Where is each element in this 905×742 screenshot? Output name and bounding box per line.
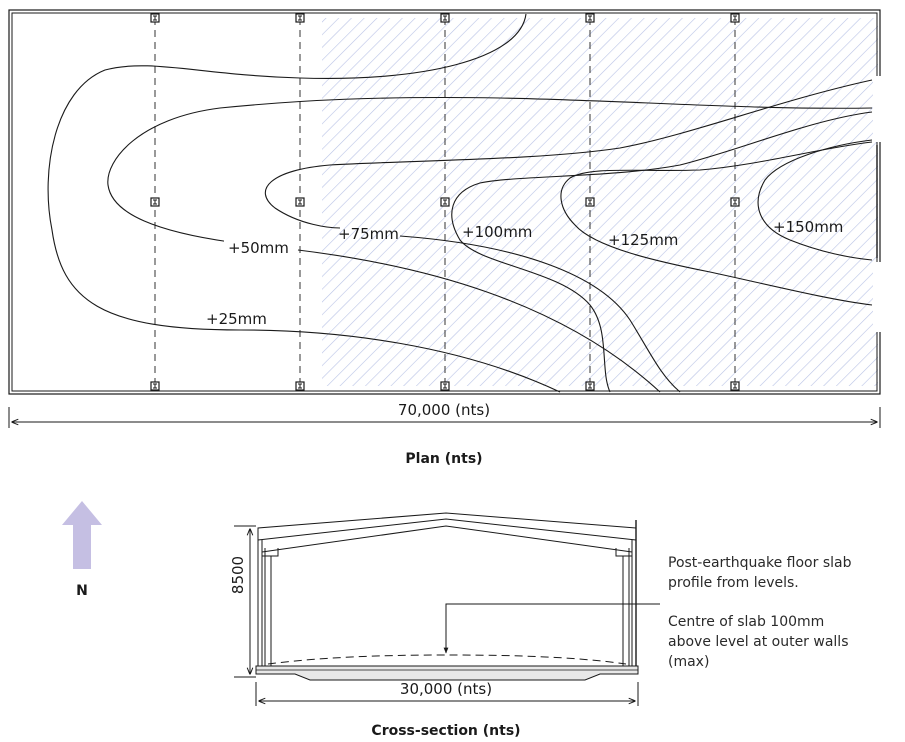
plan-length-label: 70,000 (nts)	[398, 401, 490, 419]
column-section-icon	[153, 199, 157, 205]
note-line-1: Post-earthquake floor slab	[668, 555, 852, 571]
plan-length-dimension	[8, 407, 881, 428]
north-arrow-icon	[62, 501, 102, 569]
deformed-slab-profile	[267, 654, 627, 665]
column-section-icon	[298, 383, 302, 389]
column-section-icon	[588, 15, 592, 21]
plan-caption: Plan (nts)	[405, 451, 482, 467]
column-section-icon	[733, 15, 737, 21]
column-section-icon	[443, 383, 447, 389]
column-section-icon	[298, 199, 302, 205]
column-section-icon	[588, 199, 592, 205]
note-line-3: Centre of slab 100mm	[668, 614, 824, 630]
section-caption: Cross-section (nts)	[371, 723, 520, 739]
contour-label-75: +75mm	[338, 225, 399, 243]
section-notes: Post-earthquake floor slab profile from …	[668, 555, 852, 670]
column-section-icon	[153, 15, 157, 21]
contour-label-125: +125mm	[608, 231, 678, 249]
column-section-icon	[588, 383, 592, 389]
section-height-label: 8500	[229, 556, 247, 594]
contour-50	[107, 96, 873, 243]
note-line-4: above level at outer walls	[668, 634, 849, 650]
note-line-2: profile from levels.	[668, 575, 799, 591]
contour-label-50: +50mm	[228, 239, 289, 257]
contour-label-25: +25mm	[206, 310, 267, 328]
plan-outline-outer	[8, 9, 881, 395]
column-section-icon	[298, 15, 302, 21]
plan-view: +50mm +25mm +75mm +100mm +125mm +150mm 7…	[8, 9, 883, 467]
columns	[150, 13, 740, 391]
north-arrow: N	[62, 501, 102, 599]
north-label: N	[76, 583, 88, 599]
cross-section	[234, 512, 660, 706]
contour-150	[757, 139, 873, 261]
hatched-zone	[322, 18, 878, 386]
contour-label-150: +150mm	[773, 218, 843, 236]
column-section-icon	[733, 199, 737, 205]
section-width-label: 30,000 (nts)	[400, 680, 492, 698]
column-section-icon	[733, 383, 737, 389]
note-line-5: (max)	[668, 654, 709, 670]
contour-label-100: +100mm	[462, 223, 532, 241]
contour-100	[451, 111, 873, 393]
contour-25	[47, 13, 561, 393]
contour-75	[264, 79, 873, 229]
contour-50b	[297, 249, 661, 393]
contour-125	[560, 141, 873, 306]
column-section-icon	[153, 383, 157, 389]
note-leader	[443, 603, 660, 654]
contour-75b	[399, 235, 681, 393]
column-section-icon	[443, 199, 447, 205]
column-section-icon	[443, 15, 447, 21]
section-floor-slab	[255, 665, 639, 681]
contour-lines	[47, 13, 873, 393]
